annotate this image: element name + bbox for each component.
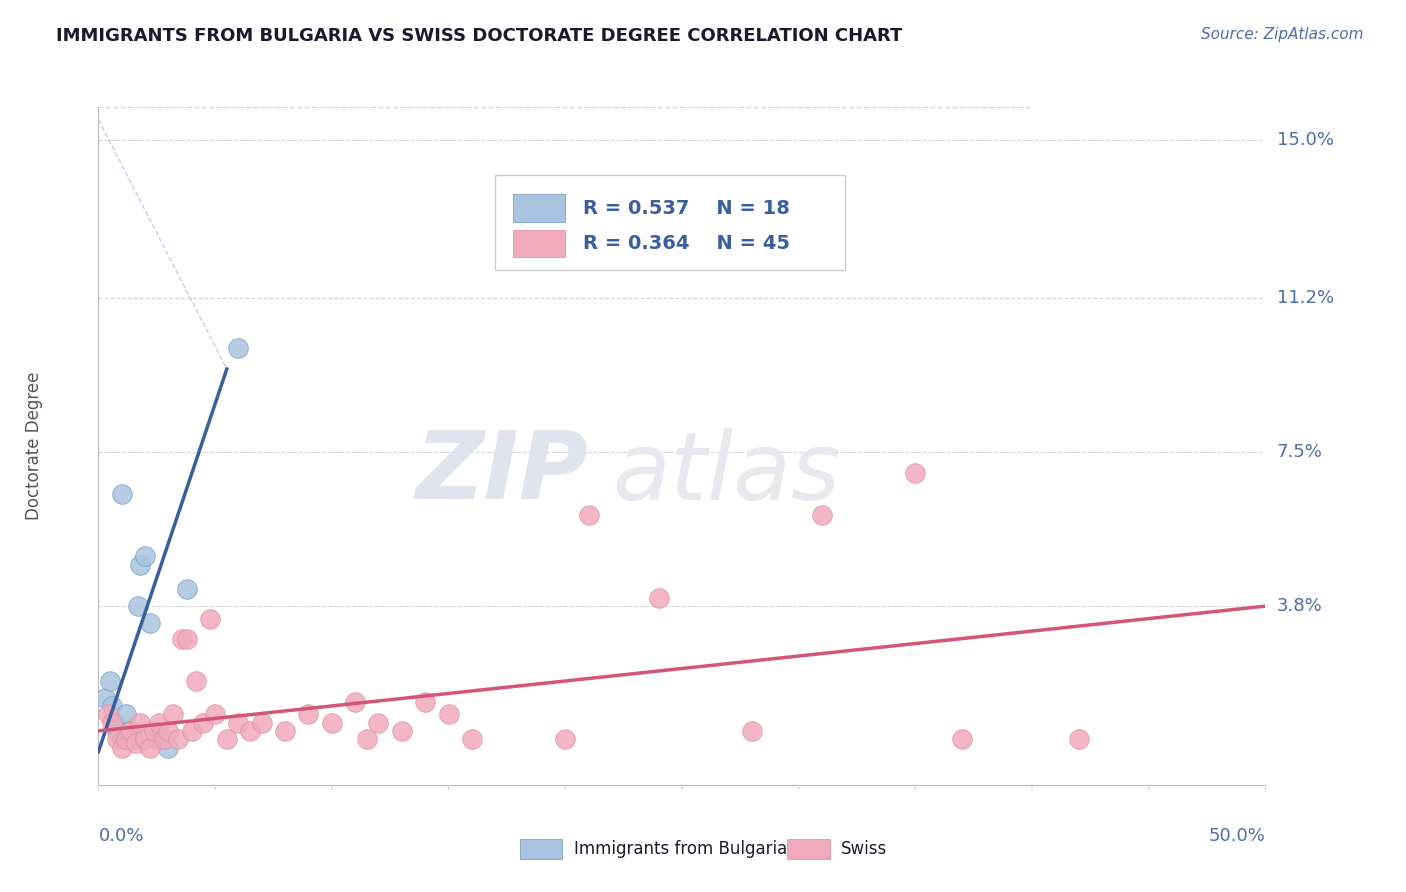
Text: Doctorate Degree: Doctorate Degree: [25, 372, 44, 520]
Point: [104, 715, 127, 730]
Text: 50.0%: 50.0%: [1209, 827, 1265, 845]
Text: 15.0%: 15.0%: [1277, 131, 1333, 149]
Text: R = 0.537    N = 18: R = 0.537 N = 18: [582, 199, 790, 218]
Point: [143, 723, 166, 738]
Text: Swiss: Swiss: [841, 840, 887, 858]
Point: [98, 673, 121, 688]
Point: [111, 732, 134, 747]
Point: [101, 715, 124, 730]
Point: [950, 732, 973, 747]
Point: [134, 732, 156, 747]
Point: [166, 732, 188, 747]
Point: [578, 508, 600, 522]
Point: [129, 715, 152, 730]
Text: 0.0%: 0.0%: [98, 827, 143, 845]
Point: [811, 508, 834, 522]
Point: [148, 715, 170, 730]
Text: 3.8%: 3.8%: [1277, 597, 1322, 615]
Point: [186, 673, 208, 688]
Point: [172, 632, 194, 647]
Point: [118, 723, 141, 738]
Point: [152, 732, 174, 747]
Text: R = 0.364    N = 45: R = 0.364 N = 45: [582, 234, 790, 252]
Point: [105, 723, 128, 738]
Point: [647, 591, 669, 605]
Point: [356, 732, 378, 747]
Point: [297, 707, 319, 722]
FancyBboxPatch shape: [513, 229, 565, 257]
Point: [461, 732, 484, 747]
Point: [437, 707, 460, 722]
Point: [162, 707, 184, 722]
Text: Source: ZipAtlas.com: Source: ZipAtlas.com: [1201, 27, 1364, 42]
Point: [120, 723, 142, 738]
Point: [139, 615, 162, 630]
Point: [204, 707, 226, 722]
Point: [125, 736, 148, 750]
Point: [215, 732, 238, 747]
FancyBboxPatch shape: [513, 194, 565, 221]
Point: [146, 732, 169, 747]
Point: [250, 715, 273, 730]
Text: Immigrants from Bulgaria: Immigrants from Bulgaria: [574, 840, 787, 858]
Point: [321, 715, 343, 730]
Point: [157, 740, 180, 755]
Point: [413, 695, 436, 709]
Point: [111, 740, 134, 755]
Point: [127, 599, 149, 614]
Point: [367, 715, 389, 730]
Point: [741, 723, 763, 738]
Point: [200, 611, 222, 625]
Point: [228, 715, 250, 730]
Point: [344, 695, 367, 709]
Point: [180, 723, 202, 738]
Point: [157, 723, 180, 738]
Text: IMMIGRANTS FROM BULGARIA VS SWISS DOCTORATE DEGREE CORRELATION CHART: IMMIGRANTS FROM BULGARIA VS SWISS DOCTOR…: [56, 27, 903, 45]
Point: [97, 707, 120, 722]
Point: [122, 732, 145, 747]
Text: ZIP: ZIP: [416, 427, 589, 519]
Point: [111, 487, 134, 501]
Point: [129, 558, 152, 572]
Point: [904, 466, 927, 480]
Point: [105, 732, 128, 747]
Point: [134, 549, 156, 564]
Point: [239, 723, 262, 738]
Point: [554, 732, 576, 747]
FancyBboxPatch shape: [495, 175, 845, 269]
Point: [94, 690, 117, 705]
Point: [139, 740, 162, 755]
Point: [274, 723, 297, 738]
Text: atlas: atlas: [612, 427, 841, 518]
Text: 7.5%: 7.5%: [1277, 443, 1323, 461]
Point: [1067, 732, 1090, 747]
Text: 11.2%: 11.2%: [1277, 289, 1334, 308]
Point: [228, 341, 250, 355]
Point: [176, 632, 198, 647]
Point: [176, 582, 198, 597]
Point: [115, 707, 138, 722]
Point: [391, 723, 413, 738]
Point: [193, 715, 215, 730]
Point: [115, 732, 138, 747]
Point: [101, 698, 124, 713]
